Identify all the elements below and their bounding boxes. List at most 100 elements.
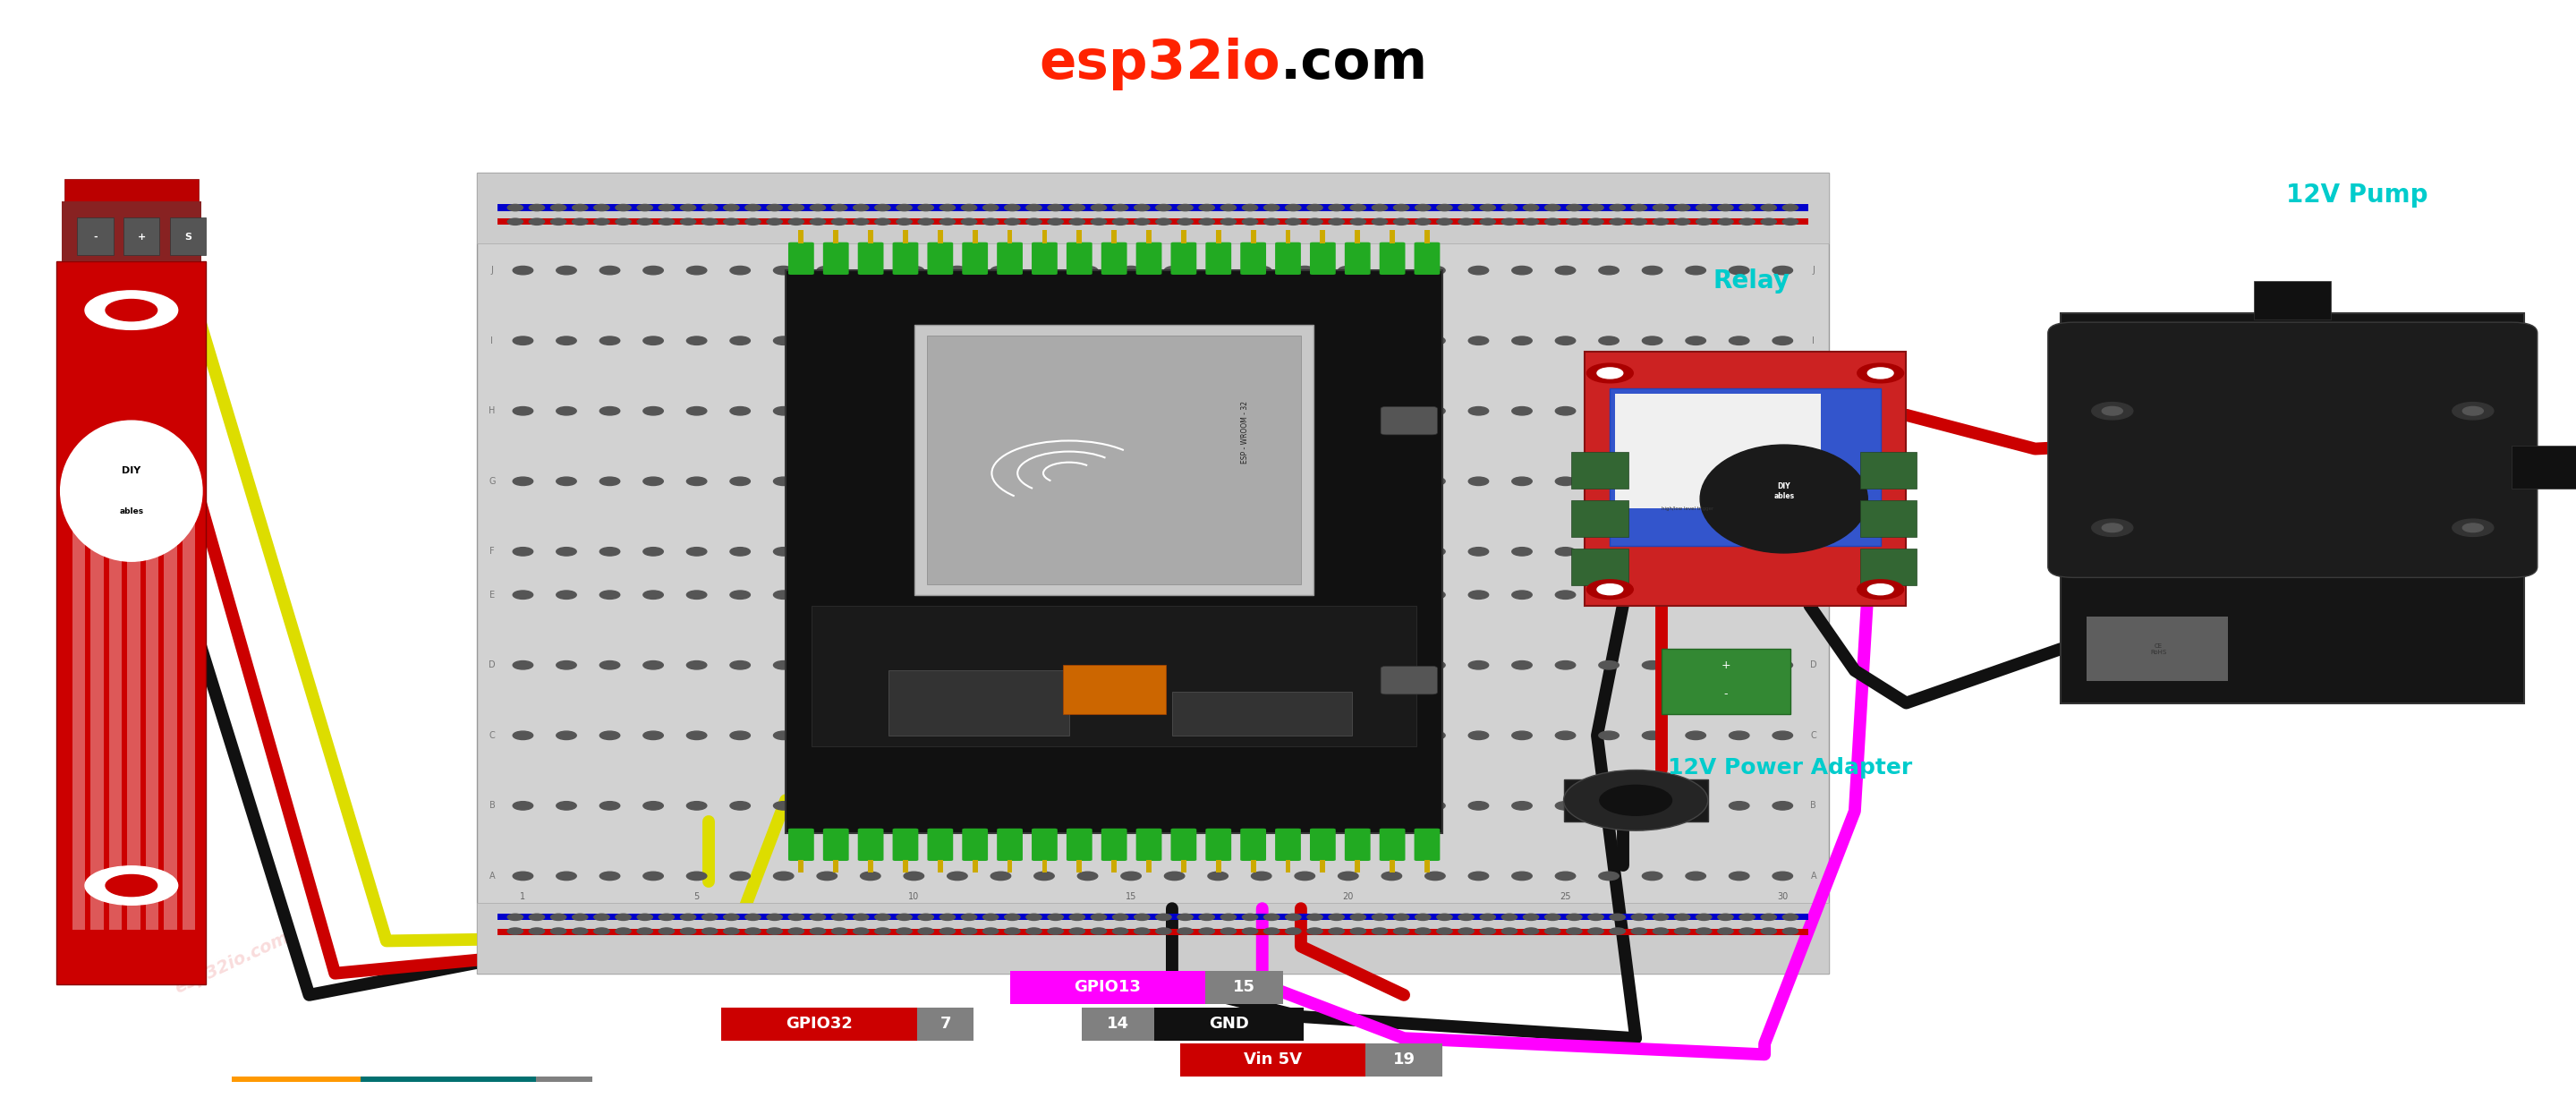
Circle shape [1783,219,1798,225]
Circle shape [1772,661,1793,670]
Circle shape [1458,914,1473,920]
Circle shape [507,928,523,934]
Circle shape [1005,219,1020,225]
Circle shape [551,219,567,225]
Text: 12V Pump: 12V Pump [2285,182,2429,208]
FancyBboxPatch shape [1030,828,1056,861]
Circle shape [595,204,611,211]
Bar [90,478,103,930]
Circle shape [1556,406,1577,415]
Bar [1391,860,1396,873]
Circle shape [556,406,577,415]
Circle shape [1373,914,1388,920]
Circle shape [961,204,976,211]
Text: GIOP36: GIOP36 [415,1084,482,1098]
Circle shape [1425,547,1445,556]
Circle shape [1566,219,1582,225]
Circle shape [1739,204,1754,211]
Circle shape [744,204,760,211]
Circle shape [860,406,881,415]
Circle shape [1198,219,1213,225]
Bar [1216,231,1221,244]
Bar [1206,971,1283,1004]
Circle shape [513,661,533,670]
Circle shape [1600,802,1618,810]
Bar [1285,860,1291,873]
Text: ESP - WROOM - 32: ESP - WROOM - 32 [1242,401,1249,464]
Circle shape [1522,928,1538,934]
Circle shape [1674,204,1690,211]
Text: H: H [1811,406,1816,415]
Circle shape [1600,406,1618,415]
Circle shape [1252,802,1273,810]
Circle shape [773,661,793,670]
Circle shape [644,872,662,881]
Circle shape [773,266,793,274]
Bar [2254,281,2331,320]
Text: 1: 1 [520,892,526,900]
Text: DIY: DIY [121,466,142,475]
Circle shape [896,928,912,934]
Circle shape [1121,591,1141,600]
FancyBboxPatch shape [1066,828,1092,861]
Circle shape [788,204,804,211]
Circle shape [1092,928,1108,934]
FancyBboxPatch shape [1381,243,1406,274]
Circle shape [744,928,760,934]
Circle shape [1005,914,1020,920]
Circle shape [1306,204,1321,211]
Circle shape [1468,802,1489,810]
Circle shape [644,477,662,485]
Circle shape [600,802,621,810]
Circle shape [1481,219,1497,225]
Bar [64,179,198,261]
Circle shape [688,802,706,810]
Circle shape [1033,661,1054,670]
Circle shape [1772,802,1793,810]
Circle shape [809,928,824,934]
Circle shape [1265,219,1280,225]
Circle shape [2452,519,2494,537]
Circle shape [876,204,891,211]
Circle shape [853,204,868,211]
Bar [1180,231,1185,244]
Circle shape [572,914,587,920]
Circle shape [948,477,969,485]
Circle shape [1133,219,1149,225]
Bar [938,860,943,873]
Circle shape [528,928,544,934]
Circle shape [1685,731,1705,740]
Circle shape [644,547,662,556]
Text: 3: 3 [559,1084,569,1098]
Circle shape [1381,872,1401,881]
Circle shape [1610,204,1625,211]
Circle shape [556,547,577,556]
FancyBboxPatch shape [1103,828,1128,861]
Circle shape [1728,547,1749,556]
Circle shape [1600,477,1618,485]
Bar [1154,1008,1303,1041]
Circle shape [680,928,696,934]
Circle shape [1285,914,1301,920]
Circle shape [1113,928,1128,934]
Circle shape [1685,406,1705,415]
Circle shape [1522,914,1538,920]
Circle shape [817,802,837,810]
Circle shape [984,219,999,225]
Circle shape [729,547,750,556]
Circle shape [917,204,933,211]
FancyBboxPatch shape [1170,828,1195,861]
Circle shape [1556,266,1577,274]
Circle shape [1198,914,1213,920]
Circle shape [1783,928,1798,934]
Circle shape [948,547,969,556]
Circle shape [1005,204,1020,211]
Circle shape [1077,336,1097,345]
Circle shape [644,802,662,810]
FancyBboxPatch shape [1136,243,1162,274]
Circle shape [904,661,925,670]
Circle shape [768,219,783,225]
Bar [974,231,979,244]
Circle shape [773,547,793,556]
Circle shape [1566,204,1582,211]
